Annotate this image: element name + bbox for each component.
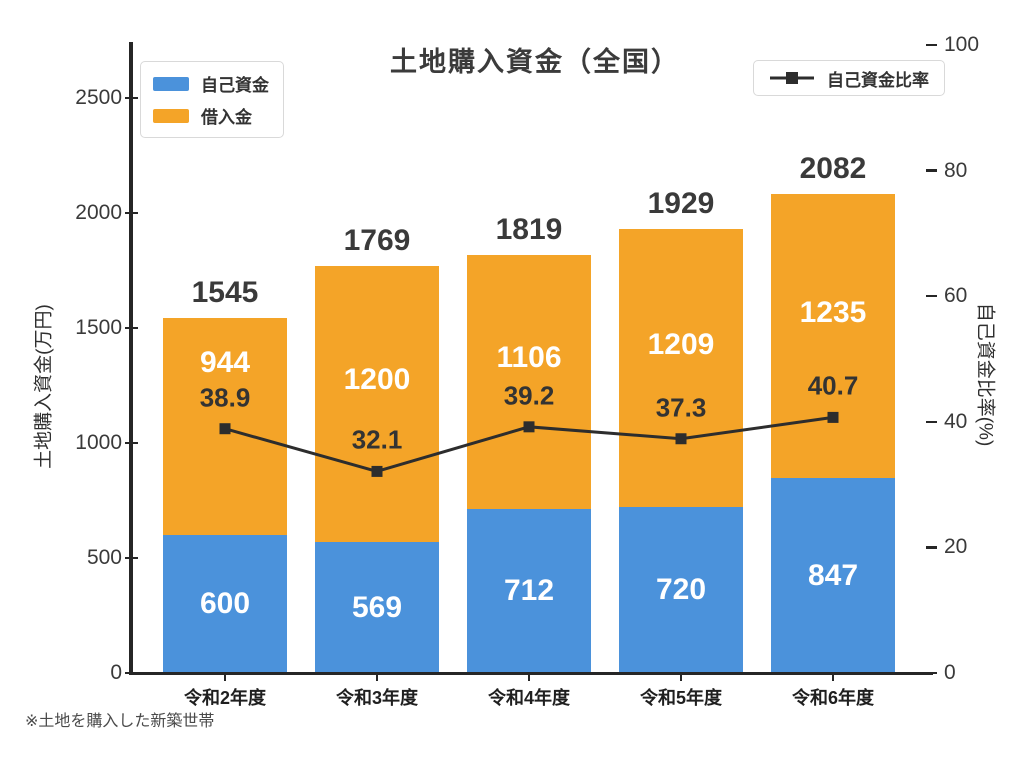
right-axis-tick-label: 80 — [944, 158, 968, 182]
x-axis-category-label: 令和5年度 — [639, 688, 722, 708]
right-axis-tick — [926, 43, 937, 47]
left-axis-tick — [125, 96, 138, 100]
left-axis-tick-label: 0 — [110, 661, 122, 684]
bar-own-funds — [619, 507, 743, 672]
left-axis-tick — [125, 671, 138, 675]
legend-line: 自己資金比率 — [753, 60, 945, 96]
left-axis-tick — [125, 326, 138, 330]
bar-loan — [771, 194, 895, 479]
ratio-value-label: 38.9 — [199, 382, 251, 413]
left-axis-spine — [129, 42, 133, 675]
total-value-label: 2082 — [799, 152, 867, 186]
bar-own-funds — [467, 509, 591, 672]
legend-item-loan: 借入金 — [153, 103, 269, 128]
left-axis-tick-label: 500 — [86, 546, 122, 569]
right-axis-tick-label: 60 — [944, 284, 968, 308]
left-axis-tick-label: 1000 — [75, 431, 122, 454]
footnote: ※土地を購入した新築世帯 — [25, 713, 215, 730]
legend-bars: 自己資金 借入金 — [140, 61, 284, 138]
right-axis-tick-label: 100 — [944, 33, 980, 56]
loan-value-label: 944 — [199, 346, 251, 379]
right-axis-tick — [926, 420, 937, 424]
x-axis-tick — [679, 675, 683, 681]
left-axis-tick — [125, 211, 138, 215]
right-axis-tick — [926, 169, 937, 172]
loan-swatch-icon — [153, 108, 189, 123]
right-axis-tick-label: 40 — [944, 409, 968, 433]
legend-label: 自己資金比率 — [827, 70, 929, 90]
loan-value-label: 1209 — [647, 328, 715, 361]
own-funds-value-label: 600 — [199, 587, 251, 620]
own-funds-value-label: 720 — [655, 573, 707, 607]
x-axis-tick — [375, 675, 379, 681]
right-axis-tick — [926, 546, 937, 549]
x-axis-category-label: 令和3年度 — [335, 688, 418, 708]
bar-loan — [619, 229, 743, 508]
right-axis-tick-label: 0 — [944, 661, 956, 684]
x-axis-tick — [527, 675, 531, 681]
left-axis-tick-label: 1500 — [75, 316, 122, 339]
legend-label: 借入金 — [201, 108, 252, 127]
loan-value-label: 1200 — [343, 363, 411, 396]
own-funds-value-label: 847 — [807, 558, 859, 592]
ratio-value-label: 37.3 — [655, 392, 707, 423]
ratio-value-label: 39.2 — [503, 380, 555, 411]
bar-own-funds — [163, 535, 287, 672]
own-funds-value-label: 712 — [503, 574, 555, 608]
loan-value-label: 1235 — [799, 296, 867, 329]
total-value-label: 1929 — [647, 187, 715, 221]
total-value-label: 1819 — [495, 212, 563, 246]
x-axis-category-label: 令和2年度 — [183, 688, 266, 708]
own-funds-swatch-icon — [153, 76, 189, 91]
x-axis-category-label: 令和4年度 — [487, 688, 570, 708]
total-value-label: 1545 — [191, 275, 259, 309]
left-axis-tick-label: 2500 — [75, 86, 122, 109]
left-axis-tick — [125, 441, 138, 445]
line-marker-sample-icon — [770, 72, 814, 84]
bar-own-funds — [771, 478, 895, 672]
bar-own-funds — [315, 542, 439, 672]
right-axis-tick — [926, 294, 937, 298]
x-axis-category-label: 令和6年度 — [791, 688, 874, 708]
left-axis-tick — [125, 556, 138, 560]
legend-item-own-funds: 自己資金 — [153, 71, 269, 96]
bottom-axis-spine — [129, 671, 933, 675]
legend-label: 自己資金 — [201, 76, 269, 95]
bar-loan — [315, 266, 439, 543]
right-axis-tick — [926, 671, 937, 675]
x-axis-tick — [831, 675, 835, 681]
loan-value-label: 1106 — [496, 341, 562, 374]
own-funds-value-label: 569 — [351, 590, 403, 624]
ratio-value-label: 40.7 — [807, 370, 859, 401]
ratio-value-label: 32.1 — [351, 424, 403, 455]
total-value-label: 1769 — [343, 224, 411, 258]
left-axis-tick-label: 2000 — [75, 201, 122, 224]
right-axis-tick-label: 20 — [944, 535, 968, 559]
chart-title: 土地購入資金（全国） — [390, 47, 680, 77]
x-axis-tick — [223, 675, 227, 681]
